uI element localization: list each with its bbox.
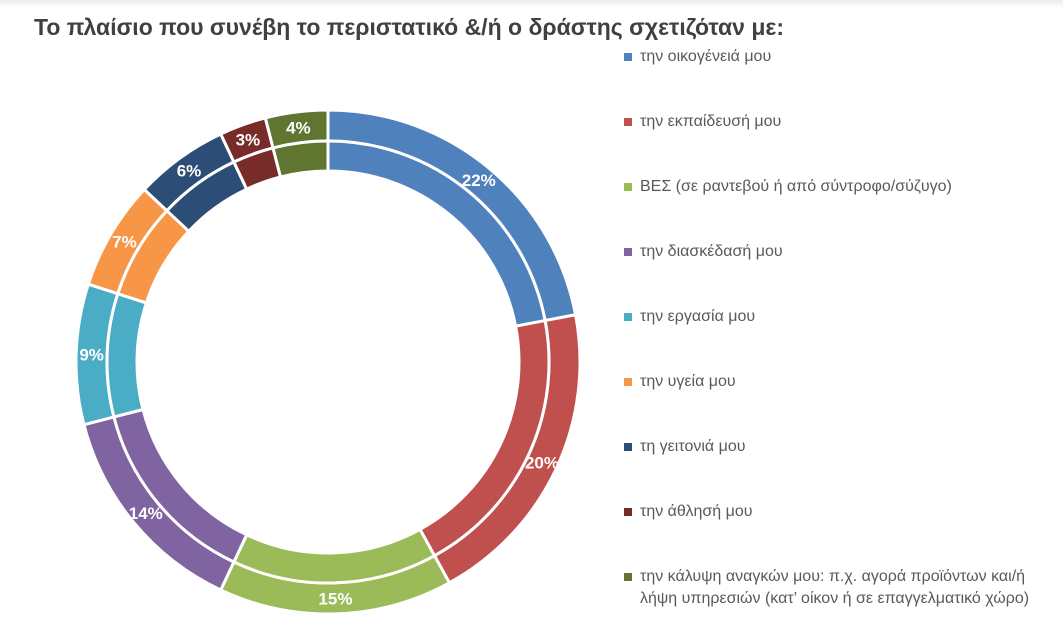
data-label: 20%	[525, 454, 559, 473]
legend-swatch	[624, 248, 632, 256]
legend-item: την άθλησή μου	[624, 501, 1054, 566]
legend-label: ΒΕΣ (σε ραντεβού ή από σύντροφο/σύζυγο)	[640, 178, 952, 195]
legend-label: την κάλυψη αναγκών μου: π.χ. αγορά προϊό…	[640, 568, 1030, 607]
legend-swatch	[624, 573, 632, 581]
legend-swatch	[624, 378, 632, 386]
data-label: 15%	[318, 589, 352, 608]
top-band	[0, 0, 1063, 8]
legend-label: τη γειτονιά μου	[640, 438, 746, 455]
legend-item: ΒΕΣ (σε ραντεβού ή από σύντροφο/σύζυγο)	[624, 176, 1054, 241]
legend-item: τη γειτονιά μου	[624, 436, 1054, 501]
data-label: 14%	[129, 504, 163, 523]
data-label: 9%	[79, 346, 104, 365]
inner-ring-slice	[271, 139, 330, 179]
inner-ring-slice	[105, 291, 149, 419]
legend-item: την διασκέδασή μου	[624, 241, 1054, 306]
data-label: 7%	[112, 233, 137, 252]
legend-item: την υγεία μου	[624, 371, 1054, 436]
legend-label: την οικογένειά μου	[640, 48, 772, 65]
legend-label: την διασκέδασή μου	[640, 243, 783, 260]
legend-item: την οικογένειά μου	[624, 46, 1054, 111]
data-label: 3%	[236, 130, 261, 149]
data-label: 6%	[177, 162, 202, 181]
chart-title: Το πλαίσιο που συνέβη το περιστατικό &/ή…	[34, 14, 785, 40]
legend-label: την εργασία μου	[640, 308, 756, 325]
data-label: 4%	[286, 118, 311, 137]
data-label: 22%	[462, 171, 496, 190]
legend: την οικογένειά μου την εκπαίδευσή μου ΒΕΣ …	[624, 46, 1054, 631]
legend-swatch	[624, 183, 632, 191]
legend-label: την εκπαίδευσή μου	[640, 113, 782, 130]
legend-label: την υγεία μου	[640, 373, 736, 390]
legend-swatch	[624, 53, 632, 61]
legend-swatch	[624, 118, 632, 126]
legend-item: την κάλυψη αναγκών μου: π.χ. αγορά προϊό…	[624, 566, 1054, 631]
legend-swatch	[624, 443, 632, 451]
legend-swatch	[624, 313, 632, 321]
legend-swatch	[624, 508, 632, 516]
legend-label: την άθλησή μου	[640, 503, 753, 520]
legend-item: την εκπαίδευσή μου	[624, 111, 1054, 176]
legend-item: την εργασία μου	[624, 306, 1054, 371]
